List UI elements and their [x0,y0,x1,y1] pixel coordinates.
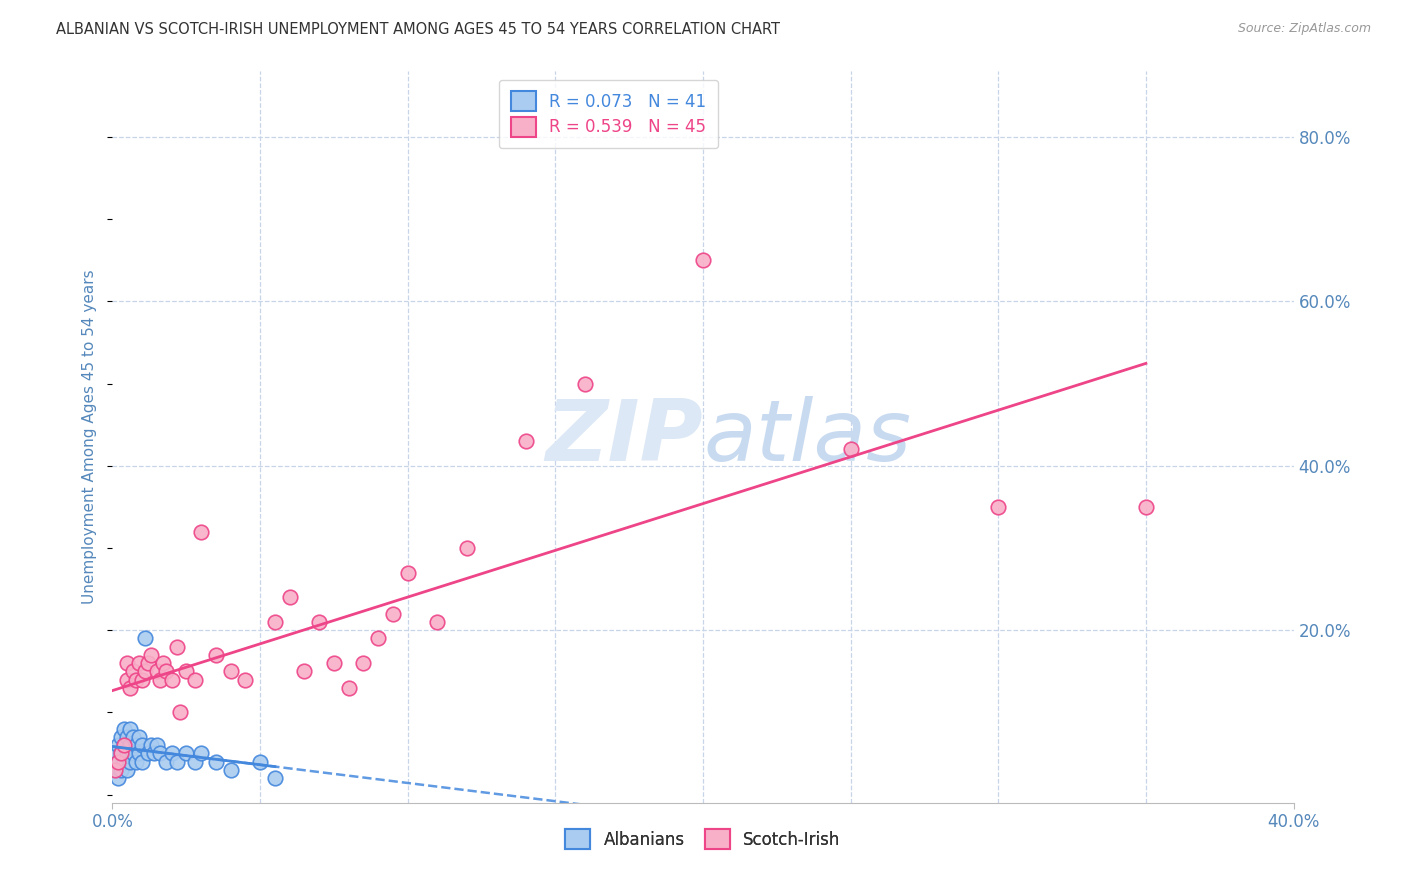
Point [382,607,405,621]
Point [166,755,188,769]
Point [160,747,183,761]
Point [219,763,242,777]
Point [112,739,135,753]
Point [190,747,212,761]
Point [352,656,374,670]
Point [117,763,138,777]
Point [155,665,177,679]
Point [120,755,142,769]
Point [574,376,596,391]
Point [107,755,129,769]
Point [174,747,197,761]
Point [110,747,132,761]
Point [139,648,162,662]
Point [146,665,169,679]
Point [146,739,169,753]
Point [136,656,159,670]
Point [692,253,714,268]
Point [120,681,142,695]
Point [160,673,183,687]
Point [149,747,172,761]
Point [110,747,132,761]
Point [456,541,478,555]
Point [125,755,148,769]
Point [169,706,191,720]
Point [166,640,188,654]
Point [1135,500,1157,514]
Point [515,434,537,449]
Text: ALBANIAN VS SCOTCH-IRISH UNEMPLOYMENT AMONG AGES 45 TO 54 YEARS CORRELATION CHAR: ALBANIAN VS SCOTCH-IRISH UNEMPLOYMENT AM… [56,22,780,37]
Point [142,747,165,761]
Point [131,755,153,769]
Point [120,722,142,736]
Point [122,747,145,761]
Point [122,665,145,679]
Point [278,591,301,605]
Point [987,500,1010,514]
Legend: Albanians, Scotch-Irish: Albanians, Scotch-Irish [554,818,852,860]
Point [128,656,150,670]
Point [131,739,153,753]
Point [117,730,138,744]
Point [155,755,177,769]
Point [190,524,212,539]
Point [205,755,228,769]
Point [233,673,256,687]
Point [152,656,174,670]
Point [337,681,360,695]
Point [122,730,145,744]
Point [174,665,197,679]
Point [112,722,135,736]
Point [149,673,172,687]
Point [112,755,135,769]
Point [136,747,159,761]
Point [104,763,127,777]
Text: Source: ZipAtlas.com: Source: ZipAtlas.com [1237,22,1371,36]
Point [112,739,135,753]
Y-axis label: Unemployment Among Ages 45 to 54 years: Unemployment Among Ages 45 to 54 years [82,269,97,605]
Point [426,615,449,629]
Point [308,615,330,629]
Point [125,673,148,687]
Point [117,673,138,687]
Point [249,755,271,769]
Point [131,673,153,687]
Point [110,730,132,744]
Point [117,656,138,670]
Point [117,747,138,761]
Point [139,739,162,753]
Point [367,632,389,646]
Point [184,755,207,769]
Point [264,771,287,785]
Point [128,747,150,761]
Point [184,673,207,687]
Text: atlas: atlas [703,395,911,479]
Point [128,730,150,744]
Point [205,648,228,662]
Point [125,739,148,753]
Point [110,763,132,777]
Point [134,665,156,679]
Point [104,763,127,777]
Point [120,739,142,753]
Point [264,615,287,629]
Point [323,656,346,670]
Point [107,739,129,753]
Text: ZIP: ZIP [546,395,703,479]
Point [107,771,129,785]
Point [104,747,127,761]
Point [134,632,156,646]
Point [219,665,242,679]
Point [292,665,315,679]
Point [107,755,129,769]
Point [839,442,862,457]
Point [396,566,419,580]
